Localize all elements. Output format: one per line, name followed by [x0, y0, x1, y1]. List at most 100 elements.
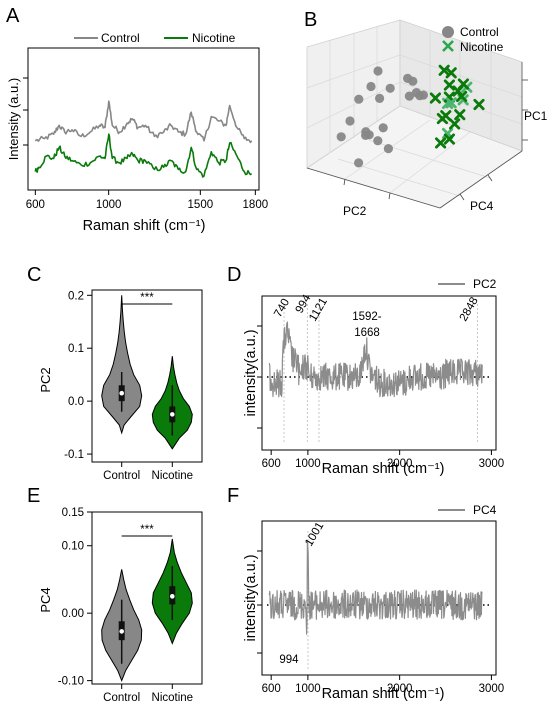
loading-trace-pc4	[268, 540, 483, 635]
y-tick-label: 0.00	[62, 608, 84, 620]
x-tick-label: 2000	[387, 458, 413, 470]
legend-nicotine-marker	[442, 40, 454, 52]
nicotine-point	[429, 92, 442, 104]
control-point	[383, 144, 393, 154]
axis-pc2	[306, 167, 441, 209]
panel-f-ylabel: intensity(a.u.)	[243, 554, 259, 641]
panel-f-xlabel: Raman shift (cm⁻¹)	[322, 686, 445, 702]
nicotine-point	[434, 137, 447, 149]
nicotine-point	[438, 64, 450, 76]
significance-label: ***	[140, 524, 154, 536]
y-tick-label: 0.0	[68, 396, 84, 408]
nicotine-point	[448, 118, 461, 130]
nicotine-point-stroke	[438, 64, 450, 76]
x-tick-label: 600	[262, 683, 281, 695]
panel-d-frame	[261, 295, 497, 451]
axis-label-pc2: PC2	[343, 204, 367, 218]
x-tick-label: 2000	[387, 683, 413, 695]
peak-label: 1592-	[352, 311, 382, 323]
nicotine-point	[454, 109, 466, 121]
x-tick-label: 1000	[96, 199, 122, 211]
y-tick-label: 0.15	[62, 507, 84, 519]
panel-d-ylabel: intensity(a.u.)	[243, 329, 259, 416]
peak-label: 1668	[354, 327, 380, 339]
nicotine-point-stroke	[454, 109, 466, 121]
control-point	[378, 123, 388, 133]
axis-pc4	[439, 150, 523, 209]
nicotine-point	[440, 110, 452, 122]
nicotine-point	[443, 79, 456, 91]
control-point	[345, 116, 355, 126]
control-point	[373, 136, 383, 146]
legend-pc4-label: PC4	[473, 503, 497, 517]
grid-line	[306, 81, 401, 129]
nicotine-point	[445, 97, 457, 109]
panel-c-frame	[91, 289, 203, 463]
nicotine-point	[443, 133, 456, 145]
control-point	[385, 83, 395, 93]
x-tick-label: Control	[103, 692, 140, 704]
panel-label-a: A	[6, 5, 20, 27]
legend-nicotine-label-b: Nicotine	[460, 40, 504, 54]
grid-line	[306, 54, 401, 89]
panel-a-xlabel: Raman shift (cm⁻¹)	[83, 218, 206, 234]
panel-label-f: F	[227, 485, 239, 507]
y-tick-label: 0.10	[62, 541, 84, 553]
panel-f: 600 1000 2000 3000 1001 994 PC4 intensity(a.u…	[243, 503, 504, 702]
panel-f-frame	[261, 520, 497, 676]
x-tick-label: 600	[26, 199, 45, 211]
nicotine-point-stroke	[440, 110, 452, 122]
control-point	[403, 73, 413, 83]
legend-nicotine-label: Nicotine	[192, 31, 236, 45]
significance-label: ***	[140, 292, 154, 304]
nicotine-point-stroke	[443, 133, 456, 145]
nicotine-point-stroke	[473, 98, 485, 111]
control-point	[364, 130, 374, 140]
nicotine-point-stroke	[455, 90, 468, 102]
x-tick-label: Control	[103, 470, 140, 482]
nicotine-point-stroke	[434, 137, 447, 149]
loading-trace-pc2	[268, 321, 483, 398]
peak-label: 1001	[303, 520, 326, 548]
x-tick-label: 1800	[243, 199, 269, 211]
violin-median	[170, 412, 175, 417]
panel-b: PC1 PC2 PC4 Control Nicotine	[306, 19, 548, 218]
panel-c-ylabel: PC2	[38, 367, 53, 392]
violin-median	[119, 629, 124, 634]
panel-label-d: D	[227, 264, 241, 286]
x-tick-label: 1500	[188, 199, 214, 211]
y-tick-label: -0.1	[64, 449, 84, 461]
axis-label-pc4: PC4	[470, 199, 494, 213]
grid-line	[399, 54, 523, 98]
x-tick-label: Nicotine	[152, 470, 194, 482]
violin-median	[119, 390, 124, 396]
grid-line	[389, 131, 471, 194]
x-tick-label: 1000	[295, 458, 321, 470]
legend-control-label-b: Control	[460, 25, 499, 39]
panel-label-e: E	[27, 485, 40, 507]
nicotine-point-stroke	[443, 79, 456, 91]
control-point	[354, 94, 364, 104]
violin-control	[101, 295, 143, 435]
panel-e-frame	[91, 511, 203, 685]
panel-a-ylabel: Intensity (a.u.)	[6, 78, 21, 160]
panel-d-xlabel: Raman shift (cm⁻¹)	[322, 461, 445, 477]
nicotine-point	[457, 78, 470, 90]
legend-control-label: Control	[101, 31, 140, 45]
x-tick-label: 600	[262, 458, 281, 470]
panel-e: Control Nicotine -0.10 0.00 0.10 0.15 *** PC4	[38, 507, 203, 704]
nicotine-point	[455, 90, 468, 102]
legend-pc2-label: PC2	[473, 277, 497, 291]
y-tick-label: 0.1	[68, 343, 84, 355]
legend-control-marker	[442, 26, 454, 38]
axis-label-pc1: PC1	[524, 109, 548, 123]
x-tick-label: Nicotine	[152, 692, 194, 704]
nicotine-point-stroke	[448, 118, 461, 130]
panel-label-b: B	[304, 9, 317, 31]
peak-label: 740	[272, 297, 292, 320]
nicotine-point-stroke	[429, 92, 442, 104]
panel-a-frame	[27, 47, 260, 191]
x-tick-label: 3000	[479, 458, 505, 470]
panel-e-ylabel: PC4	[38, 587, 53, 612]
panel-c: Control Nicotine -0.1 0.0 0.1 0.2 *** PC2	[38, 289, 203, 482]
